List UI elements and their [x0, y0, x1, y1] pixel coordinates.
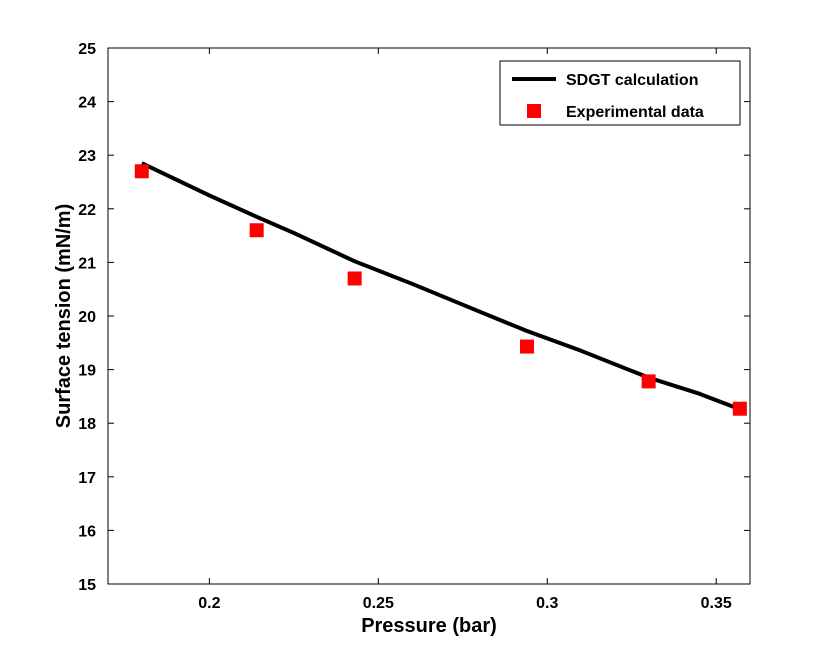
y-tick-label: 19 — [78, 363, 96, 380]
x-tick-label: 0.2 — [198, 595, 220, 612]
y-tick-label: 22 — [78, 202, 96, 219]
y-axis-title: Surface tension (mN/m) — [53, 204, 75, 428]
legend: SDGT calculation Experimental data — [499, 60, 741, 126]
x-axis-title: Pressure (bar) — [361, 615, 497, 637]
legend-marker-swatch — [527, 104, 541, 118]
y-tick-label: 16 — [78, 523, 96, 540]
experimental-data-point — [641, 374, 656, 389]
y-tick-label: 21 — [78, 255, 96, 272]
experimental-data-point — [347, 271, 362, 286]
legend-label-experimental: Experimental data — [566, 104, 704, 121]
y-tick-label: 15 — [78, 577, 96, 594]
experimental-data-point — [732, 401, 747, 416]
y-tick-label: 20 — [78, 309, 96, 326]
sdgt-calculation-line — [140, 161, 741, 412]
experimental-points-series — [134, 164, 747, 416]
y-tick-label: 24 — [78, 95, 96, 112]
plot-area — [107, 47, 751, 585]
y-tick-label: 23 — [78, 148, 96, 165]
sdgt-line-series — [140, 161, 741, 412]
experimental-data-point — [134, 164, 149, 179]
experimental-data-point — [249, 223, 264, 238]
y-tick-label: 25 — [78, 41, 96, 58]
x-tick-label: 0.3 — [536, 595, 558, 612]
legend-label-sdgt: SDGT calculation — [566, 72, 698, 89]
x-tick-label: 0.35 — [701, 595, 732, 612]
y-tick-label: 17 — [78, 470, 96, 487]
x-tick-label: 0.25 — [363, 595, 394, 612]
y-tick-label: 18 — [78, 416, 96, 433]
axis-ticks: 0.2 0.25 0.3 0.35 15 16 17 18 19 20 21 22 23 24 25 — [78, 41, 750, 612]
experimental-data-point — [519, 339, 534, 354]
